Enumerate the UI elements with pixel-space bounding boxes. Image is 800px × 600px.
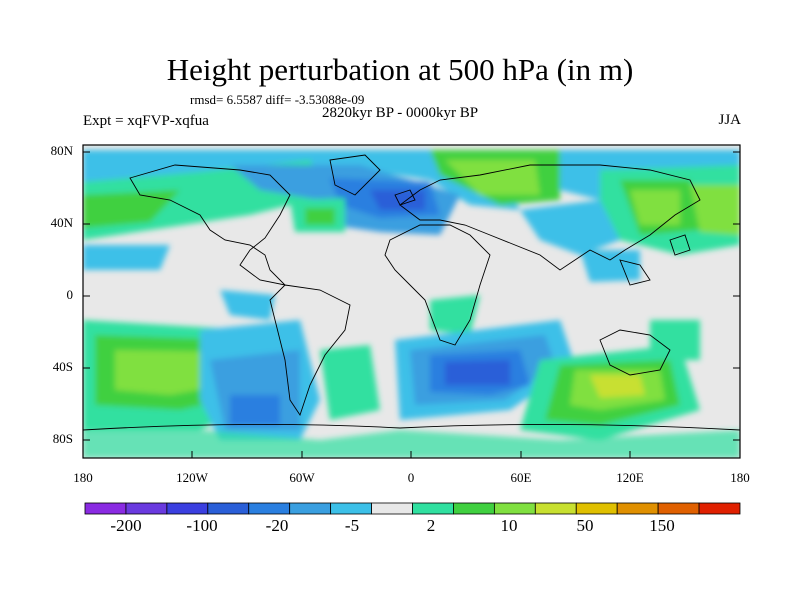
lon-label: 180 bbox=[73, 470, 93, 485]
colorbar-swatch bbox=[125, 502, 168, 515]
lon-label: 120W bbox=[176, 470, 208, 485]
lon-label: 60E bbox=[510, 470, 532, 485]
lon-label: 0 bbox=[407, 470, 415, 485]
lat-label: 40N bbox=[50, 215, 73, 230]
colorbar-swatch bbox=[453, 502, 495, 515]
colorbar-swatch bbox=[657, 502, 700, 515]
colorbar-swatch bbox=[371, 502, 413, 515]
colorbar-label: 50 bbox=[576, 516, 594, 535]
colorbar-label: -20 bbox=[265, 516, 289, 535]
contour-field bbox=[83, 145, 740, 458]
lat-label: 40S bbox=[52, 359, 73, 374]
axis-ticks bbox=[82, 151, 741, 458]
stats-label: rmsd= 6.5587 diff= -3.53088e-09 bbox=[190, 92, 365, 107]
colorbar-swatch bbox=[248, 502, 291, 515]
map-title: Height perturbation at 500 hPa (in m) bbox=[166, 52, 634, 87]
colorbar-swatch bbox=[412, 502, 454, 515]
colorbar-swatch bbox=[84, 502, 127, 515]
colorbar-label: 2 bbox=[426, 516, 436, 535]
colorbar-swatch bbox=[289, 502, 332, 515]
lat-label: 80N bbox=[50, 143, 73, 158]
lon-label: 180 bbox=[730, 470, 750, 485]
lon-label: 120E bbox=[616, 470, 644, 485]
colorbar-label: -100 bbox=[186, 516, 218, 535]
colorbar-label: 10 bbox=[500, 516, 518, 535]
colorbar-swatch bbox=[207, 502, 250, 515]
experiment-label: Expt = xqFVP-xqfua bbox=[83, 113, 209, 129]
colorbar-label: -200 bbox=[110, 516, 142, 535]
colorbar-swatch bbox=[493, 502, 536, 515]
season-label: JJA bbox=[718, 112, 741, 128]
lat-label: 80S bbox=[52, 431, 73, 446]
colorbar-label: 150 bbox=[649, 516, 675, 535]
period-label: 2820kyr BP - 0000kyr BP bbox=[321, 105, 479, 121]
colorbar-swatch bbox=[330, 502, 372, 515]
colorbar bbox=[84, 502, 741, 515]
lon-label: 60W bbox=[289, 470, 315, 485]
colorbar-swatch bbox=[166, 502, 209, 515]
colorbar-swatch bbox=[575, 502, 618, 515]
colorbar-swatch bbox=[698, 502, 741, 515]
lat-label: 0 bbox=[66, 287, 74, 302]
colorbar-label: -5 bbox=[344, 516, 360, 535]
coastlines bbox=[83, 154, 740, 431]
colorbar-swatch bbox=[534, 502, 577, 515]
colorbar-swatch bbox=[616, 502, 659, 515]
